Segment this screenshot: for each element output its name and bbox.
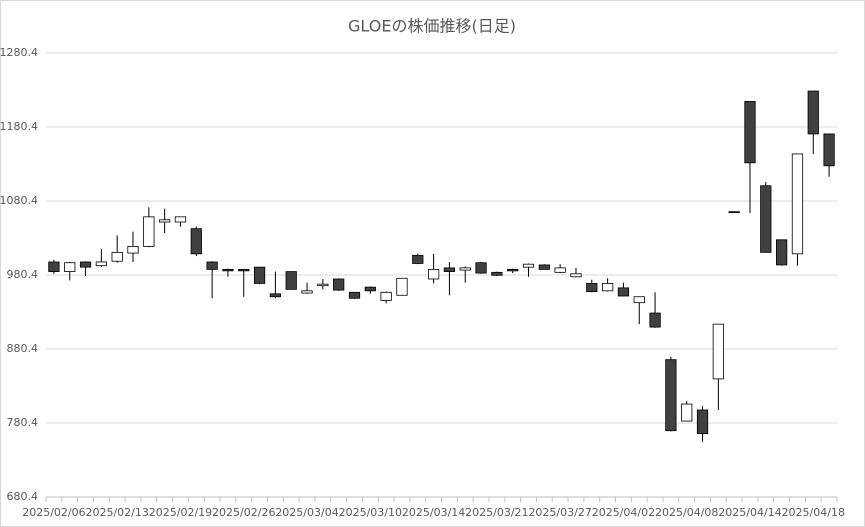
- y-tick-label: 1280.4: [0, 46, 38, 59]
- candle-body: [396, 277, 408, 296]
- candle-body: [159, 219, 171, 223]
- candle-body: [143, 216, 155, 247]
- candle-body: [538, 264, 550, 270]
- x-tick-label: 2025/03/14: [402, 506, 465, 519]
- chart-title: GLOEの株価推移(日足): [348, 17, 516, 36]
- candle-body: [823, 133, 835, 167]
- candle-body: [190, 228, 202, 255]
- candle-body: [586, 283, 598, 292]
- x-tick-label: 2025/02/13: [85, 506, 148, 519]
- candle-body: [522, 263, 535, 268]
- candle-body: [269, 293, 282, 298]
- candle-body: [95, 261, 107, 267]
- candle-body: [285, 271, 297, 290]
- candle-body: [475, 262, 487, 274]
- candle-body: [79, 261, 92, 268]
- x-tick-label: 2025/02/26: [212, 506, 275, 519]
- x-tick-label: 2025/04/08: [655, 506, 718, 519]
- candle-body: [206, 261, 218, 270]
- candle-body: [48, 261, 60, 272]
- candle-body: [760, 185, 772, 253]
- candle-body: [364, 286, 376, 292]
- candle-body: [459, 267, 471, 271]
- candle-body: [253, 266, 266, 284]
- candle-body: [127, 246, 139, 254]
- candle-body: [238, 268, 250, 272]
- candle-body: [412, 254, 424, 264]
- y-tick-label: 980.4: [7, 268, 39, 281]
- candle-body: [712, 323, 724, 380]
- y-tick-label: 1080.4: [0, 194, 38, 207]
- candle-body: [807, 90, 819, 135]
- candle-body: [681, 403, 693, 422]
- candle-body: [728, 211, 740, 214]
- candle-body: [64, 262, 76, 272]
- candle-body: [380, 291, 392, 301]
- candle-body: [111, 251, 123, 262]
- candle-body: [491, 271, 503, 276]
- candle-body: [601, 283, 614, 292]
- candle-body: [665, 359, 677, 432]
- candle-body: [222, 268, 234, 272]
- candle-body: [427, 268, 440, 280]
- candle-body: [696, 409, 709, 435]
- x-tick-label: 2025/03/10: [339, 506, 402, 519]
- x-tick-label: 2025/04/02: [592, 506, 655, 519]
- x-tick-label: 2025/03/21: [465, 506, 528, 519]
- y-tick-label: 780.4: [7, 416, 39, 429]
- candle-body: [333, 278, 345, 291]
- candle-body: [174, 216, 187, 223]
- y-tick-label: 1180.4: [0, 120, 38, 133]
- candle-body: [443, 267, 456, 272]
- candle-body: [744, 100, 756, 164]
- candle-body: [507, 268, 519, 272]
- candle-body: [348, 291, 361, 299]
- candle-body: [617, 287, 630, 297]
- candle-body: [301, 290, 313, 294]
- y-tick-label: 680.4: [7, 490, 39, 503]
- candle-body: [633, 296, 645, 304]
- candle-body: [776, 239, 788, 266]
- x-tick-label: 2025/03/27: [528, 506, 591, 519]
- x-tick-label: 2025/04/18: [782, 506, 845, 519]
- candle-body: [317, 283, 329, 287]
- candle-body: [570, 273, 582, 278]
- x-tick-label: 2025/04/14: [718, 506, 781, 519]
- candle-body: [649, 312, 661, 328]
- x-tick-label: 2025/02/19: [149, 506, 212, 519]
- candle-body: [791, 153, 804, 255]
- y-tick-label: 880.4: [7, 342, 39, 355]
- candle-body: [554, 267, 566, 273]
- x-tick-label: 2025/03/04: [275, 506, 338, 519]
- x-tick-label: 2025/02/06: [22, 506, 85, 519]
